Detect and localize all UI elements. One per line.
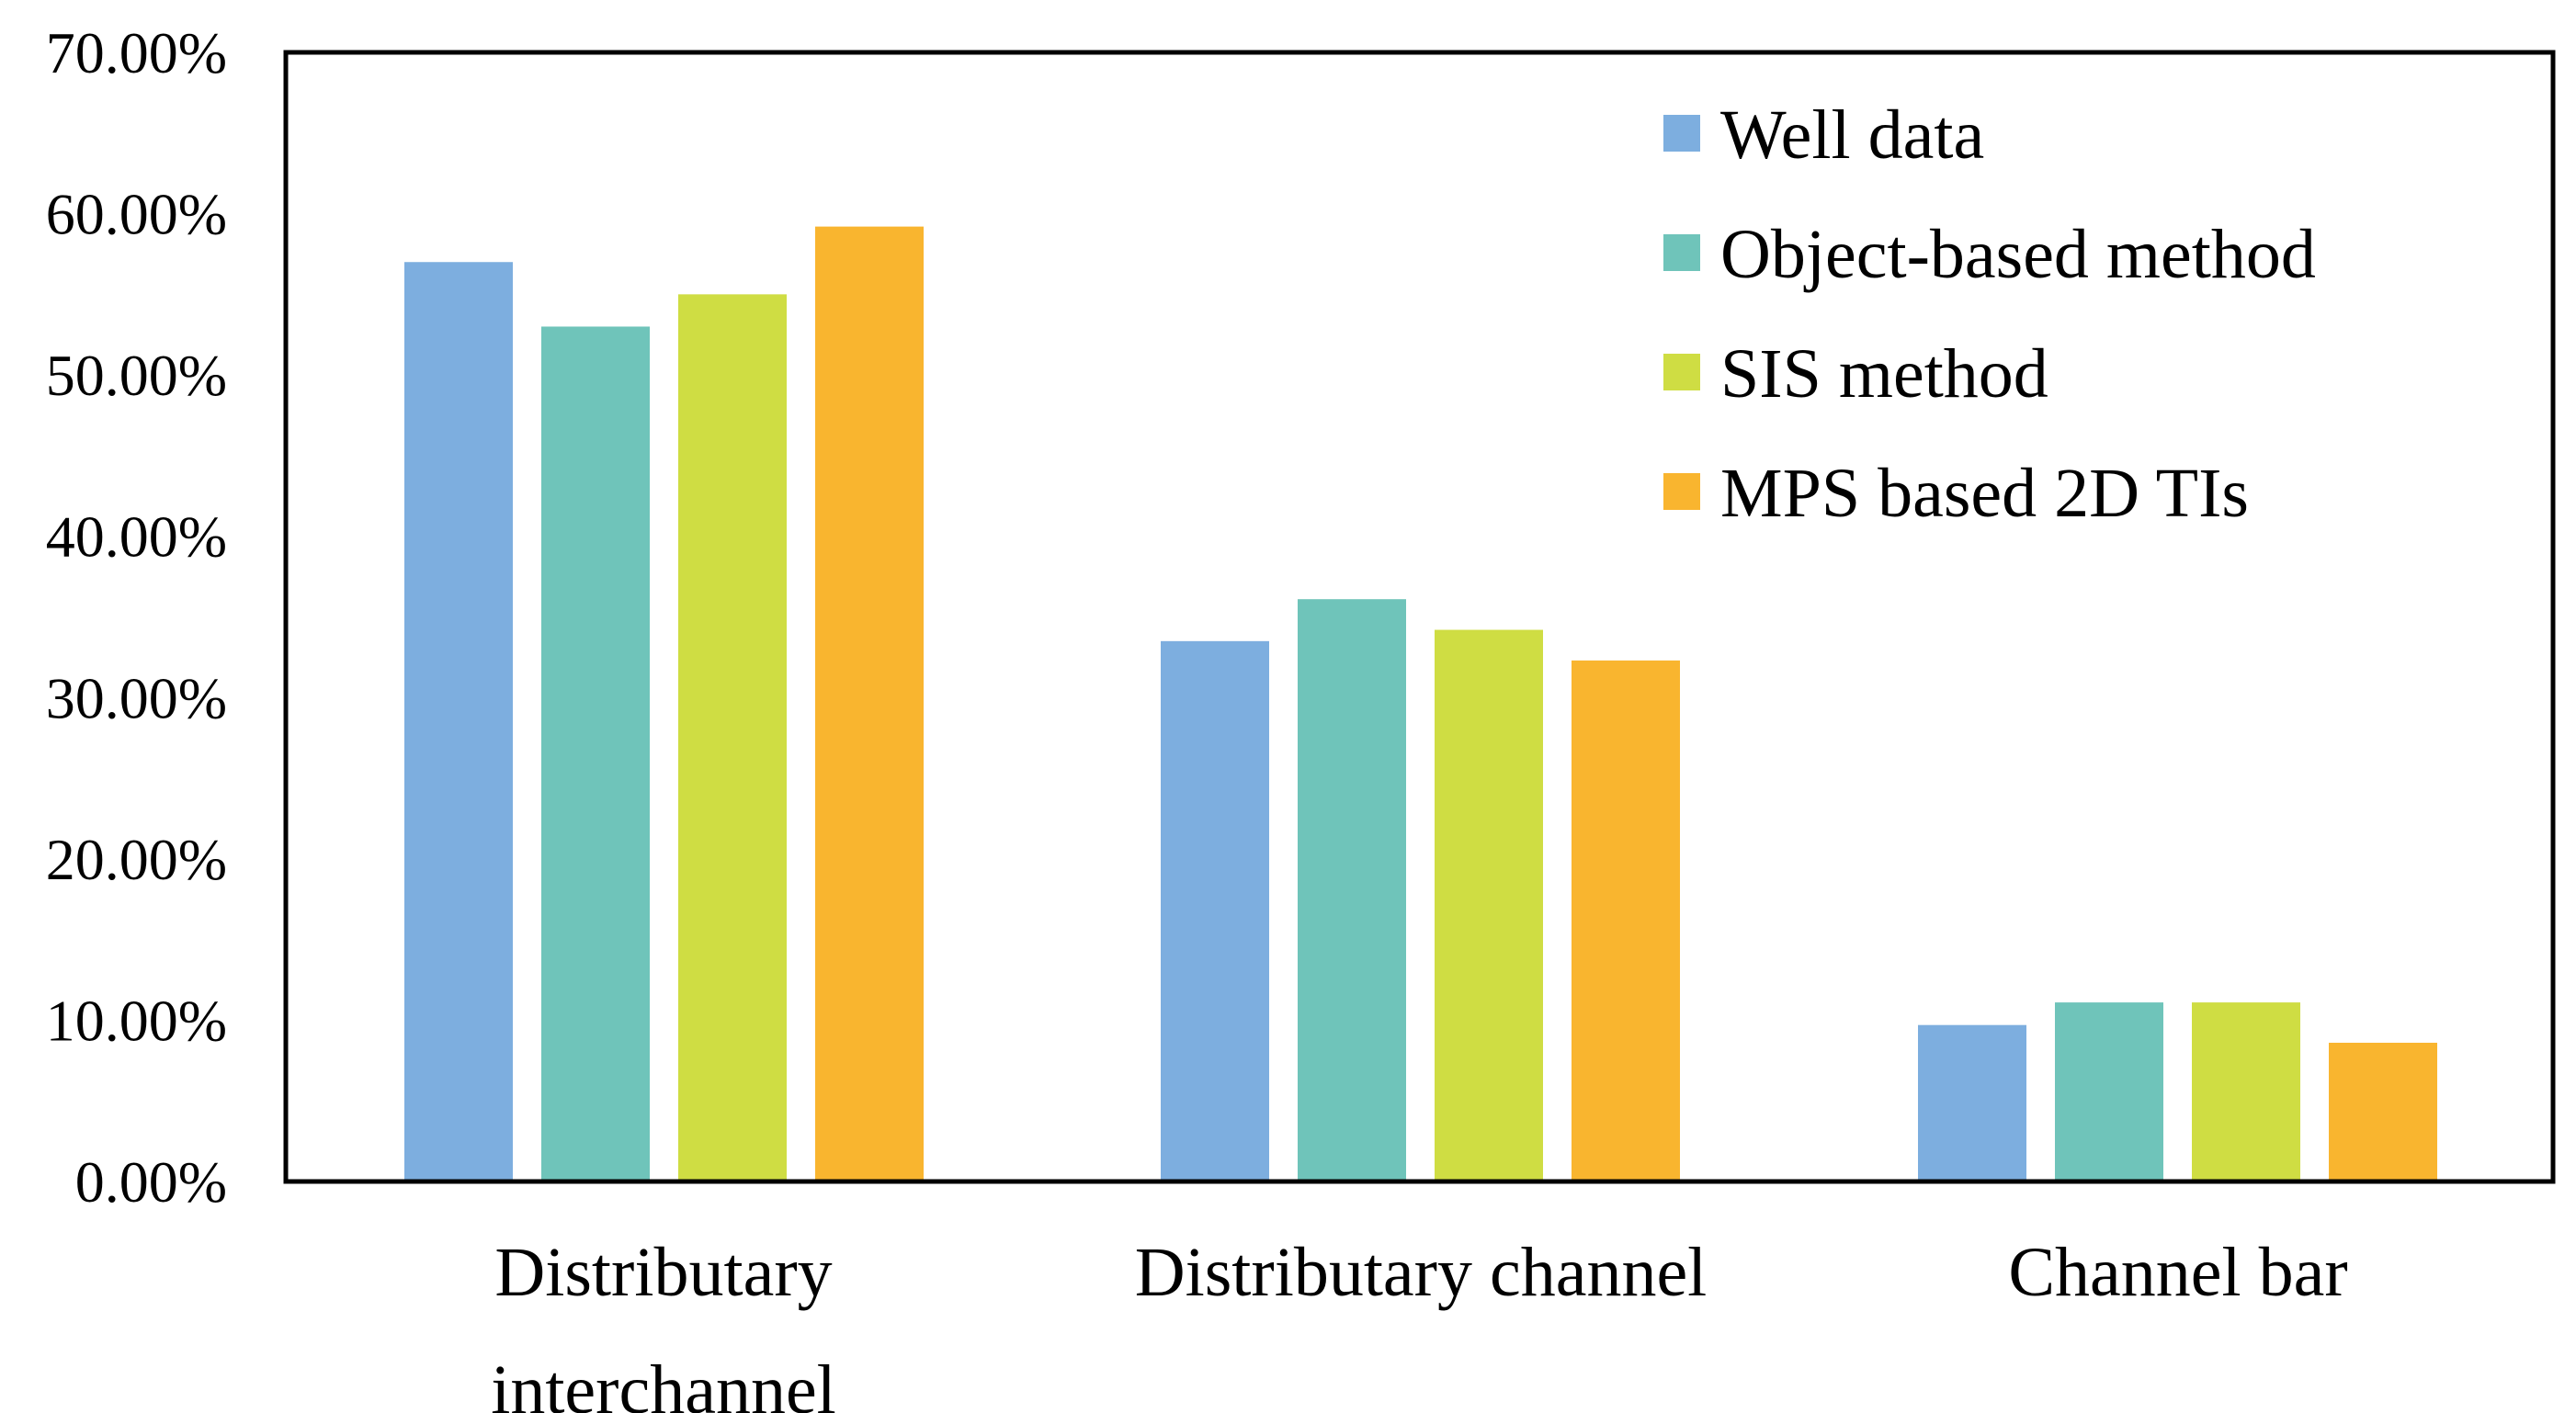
y-tick-label: 60.00% [46,182,227,247]
category-label: Distributary [494,1234,832,1311]
y-tick-label: 10.00% [46,988,227,1053]
legend-item: MPS based 2D TIs [1663,455,2249,532]
y-tick-label: 70.00% [46,20,227,85]
legend-label: Well data [1720,96,1984,174]
category-label: interchannel [491,1351,836,1413]
legend: Well data Object-based method SIS method MP… [1663,96,2316,532]
bar-sis-method-2 [2192,1002,2300,1181]
y-tick-label: 50.00% [46,343,227,408]
bar-sis-method-1 [1435,629,1543,1181]
y-axis-tick-labels: 0.00% 10.00% 20.00% 30.00% 40.00% 50.00% 60.00… [46,20,227,1215]
bar-object-based-method-1 [1298,599,1406,1181]
bar-well-data-2 [1918,1024,2026,1181]
y-tick-label: 0.00% [75,1149,227,1215]
legend-swatch [1663,115,1700,152]
plot-area-frame [283,50,2556,1184]
legend-swatch [1663,354,1700,390]
bar-mps-based-2d-tis-2 [2329,1043,2437,1181]
bar-sis-method-0 [678,294,787,1181]
legend-swatch [1663,234,1700,271]
legend-item: SIS method [1663,335,2048,413]
category-label: Channel bar [2008,1234,2347,1311]
legend-swatch [1663,473,1700,510]
legend-label: SIS method [1720,335,2048,413]
bar-well-data-0 [404,262,513,1181]
legend-item: Object-based method [1663,216,2316,293]
x-axis-category-labels: Distributary interchannel Distributary cha… [491,1234,2347,1413]
bar-mps-based-2d-tis-0 [815,226,924,1181]
bar-object-based-method-0 [541,326,650,1181]
legend-item: Well data [1663,96,1984,174]
bar-object-based-method-2 [2055,1002,2163,1181]
bar-mps-based-2d-tis-1 [1572,660,1680,1181]
y-tick-label: 20.00% [46,827,227,892]
legend-label: MPS based 2D TIs [1720,455,2249,532]
y-tick-label: 40.00% [46,504,227,570]
bar-well-data-1 [1161,640,1269,1181]
bars-group [404,226,2437,1181]
y-tick-label: 30.00% [46,665,227,730]
category-label: Distributary channel [1135,1234,1708,1311]
legend-label: Object-based method [1720,216,2316,293]
